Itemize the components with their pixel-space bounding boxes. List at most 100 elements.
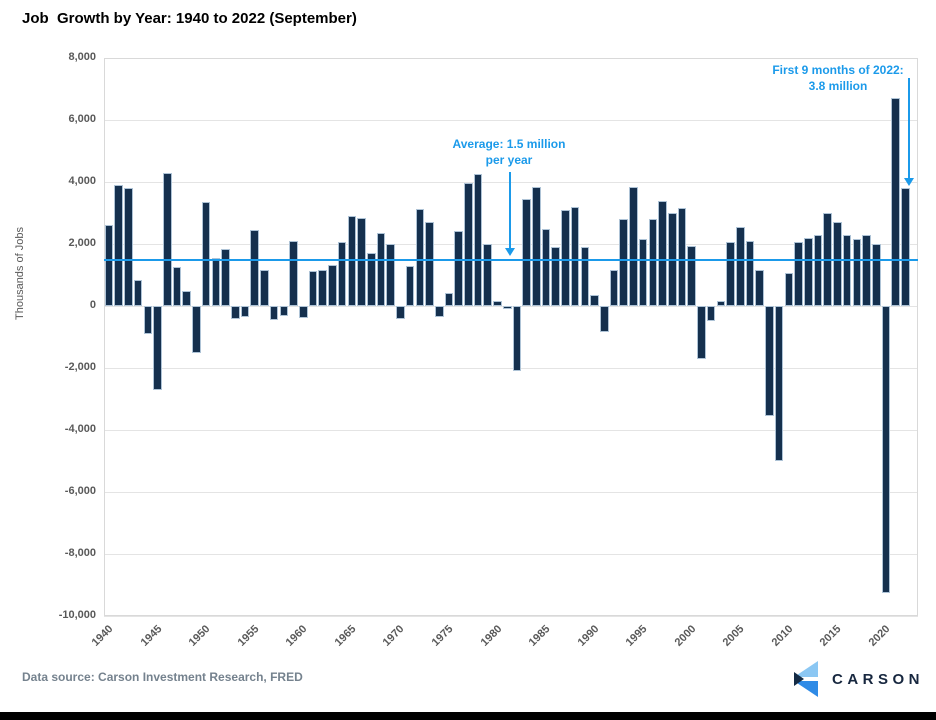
gridline--8000 xyxy=(104,554,918,555)
bar-2015 xyxy=(833,222,842,306)
bar-1942 xyxy=(124,188,133,306)
average-arrow-head-icon xyxy=(505,248,515,256)
bar-1992 xyxy=(609,270,619,306)
y-axis-title: Thousands of Jobs xyxy=(14,227,26,320)
ytd-2022-arrow-line xyxy=(908,78,910,178)
bar-1975 xyxy=(444,293,454,306)
bar-1973 xyxy=(425,221,434,306)
ytd-2022-arrow-head-icon xyxy=(904,178,914,186)
ytd-2022-annotation-line1: First 9 months of 2022: xyxy=(772,63,904,77)
bar-1962 xyxy=(318,270,327,306)
bar-1965 xyxy=(347,216,357,306)
x-tick-label-1950: 1950 xyxy=(186,623,213,649)
bar-2009 xyxy=(774,306,784,461)
x-tick-label-1945: 1945 xyxy=(138,623,165,649)
bar-2011 xyxy=(794,242,803,306)
bar-2010 xyxy=(784,273,794,306)
bar-1945 xyxy=(153,306,162,390)
gridline-4000 xyxy=(104,182,918,183)
bar-1969 xyxy=(386,244,395,306)
plot-area xyxy=(104,58,918,616)
bar-1971 xyxy=(405,265,415,306)
y-tick-label--2000: -2,000 xyxy=(64,361,96,373)
bar-1961 xyxy=(308,270,318,306)
bar-1957 xyxy=(269,306,279,321)
bar-1977 xyxy=(464,183,473,306)
chart-title: Job Growth by Year: 1940 to 2022 (Septem… xyxy=(22,10,357,27)
average-line xyxy=(104,258,918,261)
bar-1949 xyxy=(192,306,201,353)
bar-1978 xyxy=(473,174,483,306)
bar-2008 xyxy=(765,306,774,417)
bar-2013 xyxy=(813,234,823,306)
x-tick-label-1965: 1965 xyxy=(332,623,359,649)
bar-2004 xyxy=(726,241,735,306)
bar-1952 xyxy=(221,248,230,306)
bar-1983 xyxy=(522,199,531,306)
gridline--10000 xyxy=(104,616,918,617)
bottom-black-bar xyxy=(0,712,936,720)
x-tick-label-1970: 1970 xyxy=(381,623,407,649)
carson-logo-text: CARSON xyxy=(832,670,925,688)
bar-2017 xyxy=(852,239,862,306)
carson-logo: CARSON xyxy=(790,660,924,698)
bar-1946 xyxy=(162,172,172,306)
carson-logo-icon xyxy=(794,661,818,697)
y-tick-label--10000: -10,000 xyxy=(58,609,96,621)
x-tick-label-1940: 1940 xyxy=(89,623,116,649)
bar-1972 xyxy=(415,209,425,306)
bar-1979 xyxy=(483,244,493,306)
bar-1966 xyxy=(357,217,366,306)
bar-1941 xyxy=(114,185,123,306)
bar-2003 xyxy=(716,301,726,306)
bar-1999 xyxy=(677,208,687,306)
bar-1985 xyxy=(541,228,551,306)
bar-2012 xyxy=(804,237,813,306)
bar-1958 xyxy=(279,306,289,316)
bar-1976 xyxy=(454,230,463,306)
bar-1959 xyxy=(289,240,298,306)
y-tick-label-2000: 2,000 xyxy=(68,237,96,249)
average-annotation-line2: per year xyxy=(485,153,533,167)
gridline-2000 xyxy=(104,244,918,245)
bar-1963 xyxy=(328,265,337,306)
bar-1944 xyxy=(143,306,153,334)
bar-1940 xyxy=(104,225,114,306)
bar-1981 xyxy=(502,306,512,310)
bar-2022 xyxy=(901,188,910,306)
bar-1950 xyxy=(201,202,211,306)
bar-1968 xyxy=(376,233,386,306)
bar-1988 xyxy=(570,206,580,306)
x-tick-label-1960: 1960 xyxy=(283,623,310,649)
bar-2001 xyxy=(697,306,706,359)
bar-1953 xyxy=(230,306,240,320)
bar-2006 xyxy=(745,240,755,306)
x-tick-label-1955: 1955 xyxy=(235,623,262,649)
bar-1943 xyxy=(133,279,143,306)
bar-1967 xyxy=(366,253,376,306)
data-source-note: Data source: Carson Investment Research,… xyxy=(22,670,303,684)
bar-2007 xyxy=(755,270,765,306)
ytd-2022-annotation: First 9 months of 2022: 3.8 million xyxy=(744,62,932,94)
x-tick-label-1990: 1990 xyxy=(575,623,602,649)
bar-2019 xyxy=(871,244,881,306)
bar-1960 xyxy=(298,306,308,319)
bar-1986 xyxy=(551,247,561,306)
gridline-6000 xyxy=(104,120,918,121)
gridline--6000 xyxy=(104,492,918,493)
bar-2005 xyxy=(736,226,745,306)
y-tick-label-4000: 4,000 xyxy=(68,175,96,187)
bar-1955 xyxy=(250,230,259,306)
bar-1987 xyxy=(561,209,570,306)
y-tick-label--6000: -6,000 xyxy=(64,485,96,497)
bar-2000 xyxy=(687,245,697,306)
bar-2016 xyxy=(842,234,852,306)
x-tick-label-1985: 1985 xyxy=(526,623,553,649)
y-tick-label--8000: -8,000 xyxy=(64,547,96,559)
bar-2018 xyxy=(862,234,871,306)
gridline--2000 xyxy=(104,368,918,369)
bar-1951 xyxy=(211,257,221,306)
bar-1954 xyxy=(240,306,250,318)
y-tick-label-6000: 6,000 xyxy=(68,113,96,125)
bar-1982 xyxy=(512,306,522,372)
